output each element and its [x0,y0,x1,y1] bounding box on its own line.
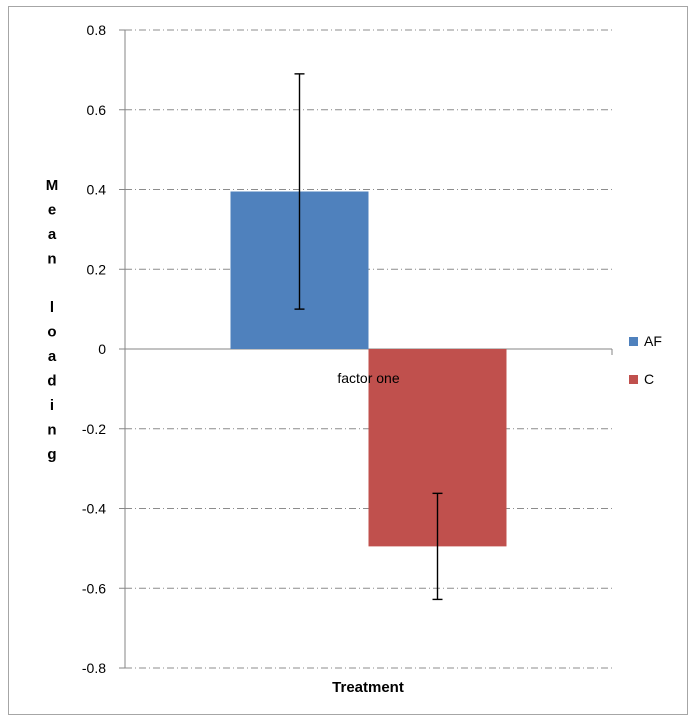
legend-label-af: AF [644,333,662,349]
y-tick-label: 0.2 [87,261,107,277]
y-tick-label: -0.8 [82,660,106,676]
y-tick-label: 0 [98,341,106,357]
y-tick-label: -0.4 [82,501,106,517]
chart-frame [8,6,688,715]
error-bars [294,73,443,601]
x-axis-title: Treatment [332,679,404,696]
legend: AF C [629,333,662,387]
labels: 0.8 0.6 0.4 0.2 0 -0.2 -0.4 -0.6 -0.8 factor one [82,22,400,676]
bars [230,191,507,547]
y-tick-label: 0.8 [87,22,107,38]
legend-swatch-af [629,337,638,346]
y-tick-label: 0.4 [87,182,107,198]
legend-label-c: C [644,371,654,387]
category-label: factor one [337,370,399,386]
y-tick-label: -0.6 [82,580,106,596]
legend-swatch-c [629,375,638,384]
y-tick-label: 0.6 [87,102,107,118]
y-tick-label: -0.2 [82,421,106,437]
